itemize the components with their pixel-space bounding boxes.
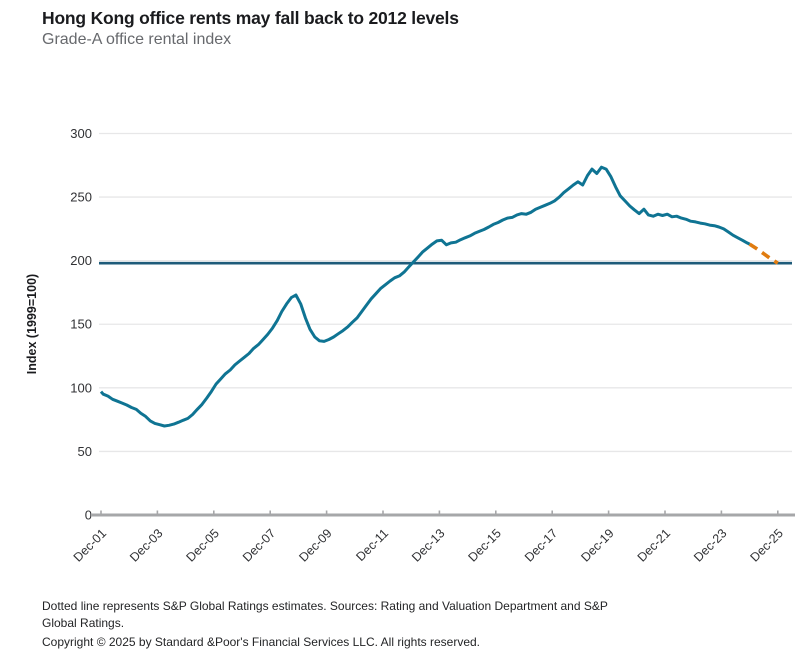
y-tick-label: 50 xyxy=(78,444,92,459)
source-footnote: Dotted line represents S&P Global Rating… xyxy=(42,599,608,630)
x-tick-label: Dec-09 xyxy=(296,526,334,564)
axis-labels-group: 0 50 100 150 200 250 300 Dec-01 Dec-03 Dec-05 Dec-… xyxy=(70,126,786,565)
y-tick-label: 100 xyxy=(70,380,92,395)
chart-title: Hong Kong office rents may fall back to … xyxy=(42,8,459,28)
x-tick-label: Dec-05 xyxy=(184,526,222,564)
x-tick-label: Dec-01 xyxy=(71,526,109,564)
y-tick-label: 250 xyxy=(70,190,92,205)
y-tick-label: 0 xyxy=(85,508,92,523)
x-tick-label: Dec-23 xyxy=(691,526,729,564)
y-tick-label: 150 xyxy=(70,317,92,332)
chart-subtitle: Grade-A office rental index xyxy=(42,31,232,48)
y-tick-label: 300 xyxy=(70,126,92,141)
x-tick-label: Dec-13 xyxy=(409,526,447,564)
x-tick-label: Dec-15 xyxy=(466,526,504,564)
x-tick-label: Dec-03 xyxy=(127,526,165,564)
series-group xyxy=(99,165,779,428)
x-tick-label: Dec-17 xyxy=(522,526,560,564)
estimate-series-line xyxy=(748,242,779,265)
x-tick-label: Dec-19 xyxy=(578,526,616,564)
y-tick-label: 200 xyxy=(70,253,92,268)
x-tick-label: Dec-07 xyxy=(240,526,278,564)
x-tick-label: Dec-21 xyxy=(635,526,673,564)
x-axis-group xyxy=(92,510,795,517)
x-tick-label: Dec-11 xyxy=(353,526,391,564)
copyright-line: Copyright © 2025 by Standard &Poor's Fin… xyxy=(42,635,481,649)
y-axis-title: Index (1999=100) xyxy=(25,274,39,374)
x-tick-label: Dec-25 xyxy=(748,526,786,564)
actual-series-line xyxy=(99,165,751,428)
